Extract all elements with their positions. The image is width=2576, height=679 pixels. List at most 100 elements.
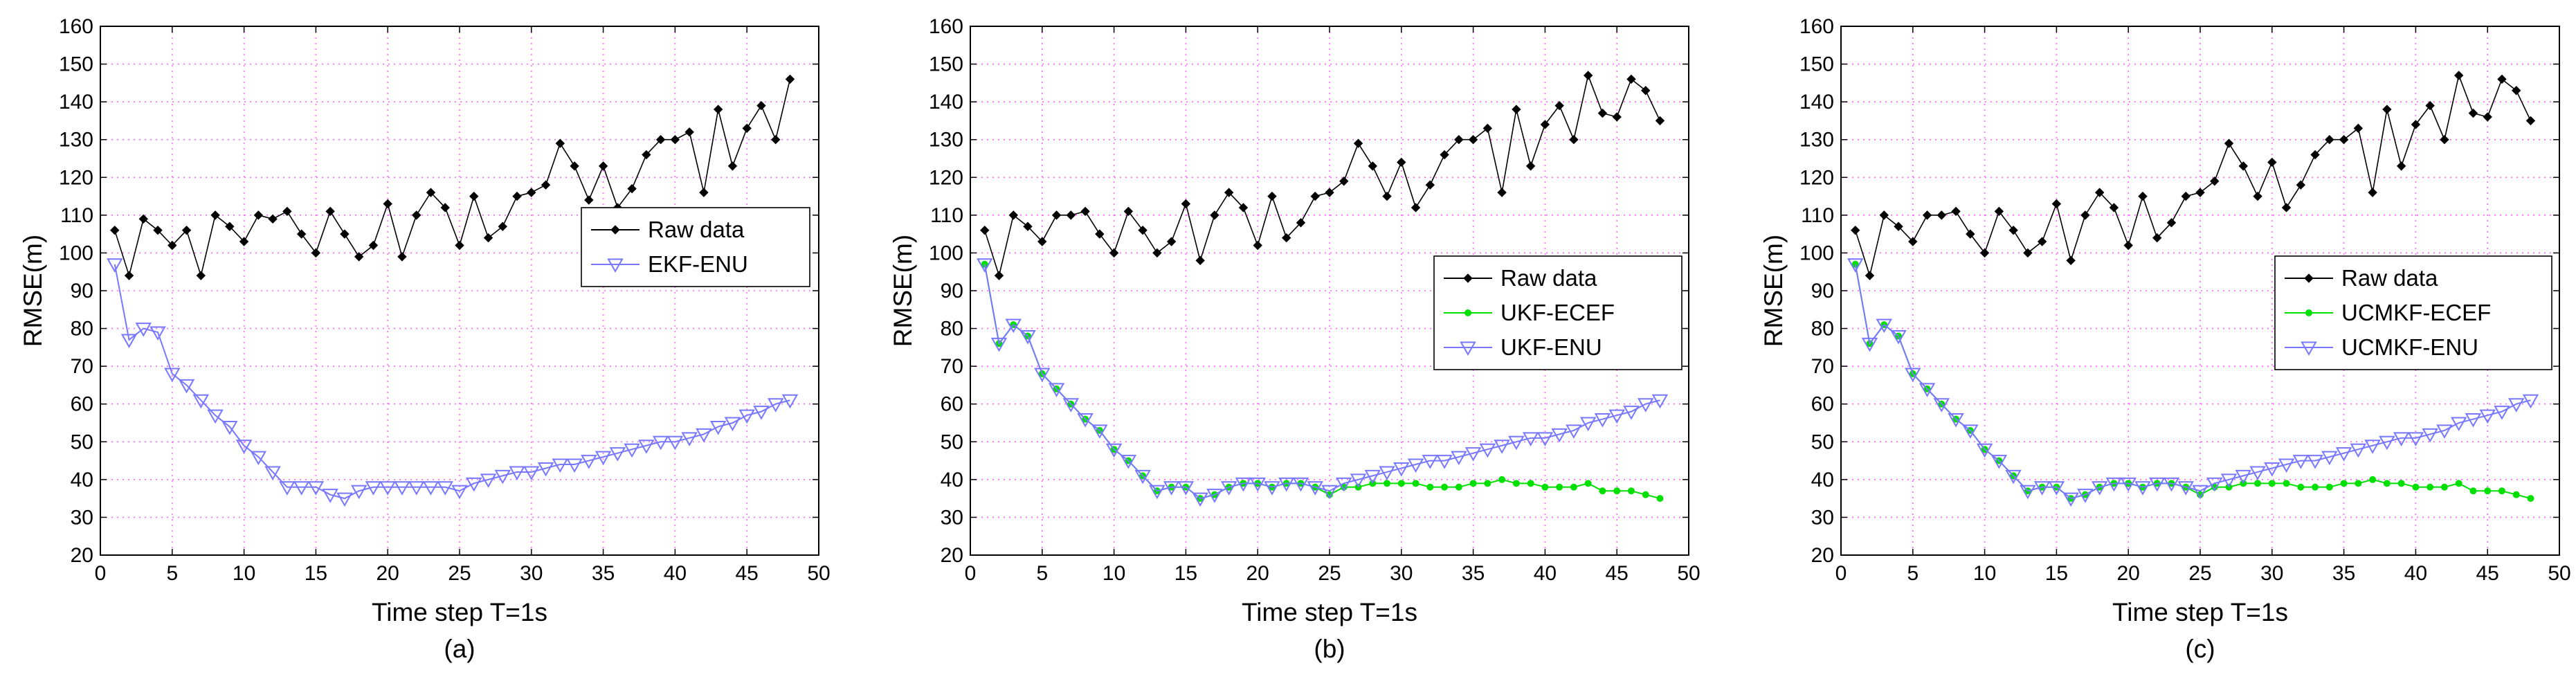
data-point (2166, 218, 2177, 228)
y-tick-label: 90 (1811, 280, 1834, 302)
x-tick-label: 25 (2188, 562, 2211, 585)
data-point (1626, 74, 1636, 84)
data-point (2411, 120, 2421, 129)
data-point (178, 379, 195, 394)
data-point (1425, 180, 1435, 190)
panel-c: 0 5 10 15 20 25 30 35 40 45 50 20 30 40 50 60 70 80 90 100 1… (1759, 15, 2571, 663)
x-tick-label: 5 (1907, 562, 1919, 585)
data-point (235, 440, 253, 454)
data-point (670, 135, 680, 145)
data-point (1412, 480, 1419, 487)
data-point (2152, 233, 2162, 243)
data-point (2163, 477, 2180, 492)
data-point (1656, 495, 1664, 503)
legend: Raw data UKF-ECEF UKF-ENU (1433, 255, 1682, 370)
data-point (2005, 469, 2022, 485)
x-tick-label: 45 (736, 562, 759, 585)
data-point (354, 252, 364, 262)
data-point (1962, 424, 1979, 439)
data-point (250, 451, 267, 466)
data-point (2507, 398, 2525, 413)
data-point (469, 191, 479, 201)
data-point (555, 138, 565, 148)
data-point (1994, 206, 2004, 217)
data-point (2397, 480, 2405, 487)
data-point (1554, 100, 1564, 111)
data-point (2268, 480, 2276, 487)
x-tick-label: 50 (807, 562, 830, 585)
data-point (1166, 237, 1177, 246)
y-tick-label: 110 (1801, 204, 1834, 227)
data-point (1583, 71, 1593, 80)
legend-label: UCMKF-ECEF (2341, 300, 2491, 325)
data-point (2033, 481, 2051, 496)
data-point (2325, 135, 2334, 145)
data-point (1508, 435, 1525, 451)
data-point (1005, 318, 1022, 334)
y-tick-label: 100 (59, 242, 93, 264)
data-point (1468, 135, 1478, 145)
data-point (1235, 477, 1252, 492)
data-point (1321, 485, 1338, 500)
data-point (2134, 481, 2151, 496)
data-point (2382, 105, 2392, 114)
data-point (2368, 188, 2377, 197)
data-point (149, 326, 166, 341)
data-point (1865, 271, 1875, 280)
y-tick-label: 60 (941, 393, 963, 416)
data-point (1536, 432, 1554, 446)
data-point (1163, 481, 1180, 496)
y-tick-label: 120 (929, 166, 963, 189)
data-point (2020, 485, 2036, 500)
data-point (440, 203, 450, 212)
data-point (1951, 206, 1961, 217)
data-point (1469, 480, 1477, 487)
data-point (1134, 469, 1151, 485)
data-point (498, 221, 507, 231)
data-point (2369, 476, 2377, 483)
data-point (1019, 329, 1036, 345)
data-point (2224, 138, 2234, 148)
data-point (2465, 413, 2482, 428)
series-line (1854, 264, 2531, 500)
data-point (781, 394, 799, 409)
y-tick-label: 160 (59, 15, 93, 38)
legend-marker (1460, 341, 1476, 356)
data-point (253, 210, 264, 220)
panel-a: 0 5 10 15 20 25 30 35 40 45 50 20 30 40 50 60 70 80 90 100 1… (19, 15, 831, 663)
data-point (350, 485, 368, 500)
data-point (2393, 432, 2410, 446)
data-point (1062, 398, 1080, 413)
axes-frame (100, 26, 819, 556)
y-tick-label: 160 (1799, 15, 1834, 38)
data-point (2008, 225, 2018, 235)
y-tick-label: 100 (929, 242, 963, 264)
data-point (738, 409, 755, 424)
legend-label: EKF-ENU (648, 251, 748, 277)
data-point (681, 432, 698, 446)
data-point (437, 481, 453, 496)
data-point (2453, 71, 2464, 80)
data-point (135, 323, 152, 337)
series-raw-data (980, 71, 1665, 280)
data-point (2339, 135, 2349, 145)
x-tick-label: 30 (520, 562, 543, 585)
data-point (980, 225, 990, 235)
data-point (2469, 487, 2477, 495)
data-point (167, 240, 177, 251)
data-point (2353, 123, 2364, 134)
data-point (2494, 406, 2510, 420)
data-point (2379, 435, 2395, 451)
data-point (120, 334, 138, 348)
data-point (1623, 406, 1640, 420)
data-point (325, 206, 335, 217)
x-tick-label: 30 (2260, 562, 2283, 585)
data-point (724, 417, 741, 432)
data-point (1890, 329, 1907, 345)
data-point (1440, 150, 1449, 160)
y-tick-label: 110 (60, 204, 93, 227)
data-point (153, 225, 163, 235)
legend-marker (1463, 273, 1473, 283)
data-point (756, 100, 766, 111)
data-point (2479, 409, 2496, 424)
